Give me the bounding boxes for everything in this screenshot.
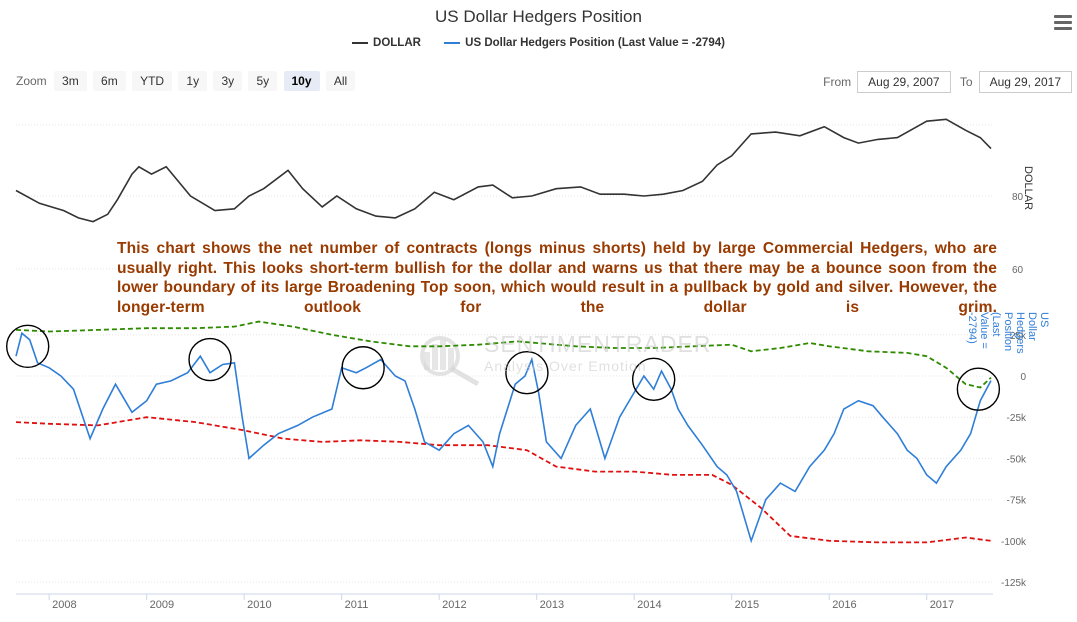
zoom-selector: Zoom 3m 6m YTD 1y 3y 5y 10y All: [16, 71, 358, 91]
zoom-button-3m[interactable]: 3m: [54, 71, 87, 91]
range-from-input[interactable]: Aug 29, 2007: [857, 71, 951, 93]
watermark-bar: [440, 340, 446, 370]
x-tick-label: 2010: [247, 599, 271, 611]
highlight-circle: [631, 357, 676, 401]
x-tick-label: 2017: [930, 599, 954, 611]
x-tick-label: 2009: [150, 599, 174, 611]
zoom-button-5y[interactable]: 5y: [248, 71, 278, 91]
dollar-line: [15, 118, 992, 223]
hedgers-y-tick-label: 0: [1020, 372, 1026, 383]
highlight-circle: [956, 367, 1001, 411]
x-tick-label: 2015: [735, 599, 759, 611]
watermark-bar: [448, 348, 454, 370]
hedgers-line: [15, 331, 992, 544]
x-tick-label: 2012: [442, 599, 466, 611]
legend: DOLLAR US Dollar Hedgers Position (Last …: [0, 37, 1077, 49]
legend-item-dollar[interactable]: DOLLAR: [352, 37, 421, 49]
watermark-subtext: Analysis Over Emotion: [484, 358, 647, 374]
hedgers-y-tick-label: -50k: [1007, 454, 1027, 465]
range-to-input[interactable]: Aug 29, 2017: [978, 71, 1072, 93]
x-tick-label: 2011: [345, 599, 369, 611]
dollar-series: [15, 118, 992, 223]
watermark-ring: [420, 336, 460, 376]
highlight-circles: [6, 324, 1001, 411]
grid-lines: [16, 124, 993, 583]
chart-title: US Dollar Hedgers Position: [435, 7, 642, 26]
highlight-circle: [341, 346, 385, 390]
lower-band-line: [15, 416, 992, 544]
x-tick-label: 2013: [540, 599, 564, 611]
x-tick-label: 2014: [637, 599, 661, 611]
band-lines: [15, 320, 992, 544]
zoom-button-3y[interactable]: 3y: [213, 71, 243, 91]
legend-label-dollar: DOLLAR: [373, 37, 421, 49]
highlight-circle: [6, 324, 50, 369]
x-tick-label: 2016: [832, 599, 856, 611]
zoom-button-ytd[interactable]: YTD: [132, 71, 173, 91]
zoom-button-6m[interactable]: 6m: [93, 71, 126, 91]
watermark-logo-icon: [420, 336, 480, 387]
range-to-label: To: [959, 75, 973, 89]
watermark-text: SENTIMENTRADER: [484, 331, 712, 357]
watermark-bar: [424, 352, 430, 370]
dollar-y-tick-label: 60: [1012, 265, 1024, 276]
zoom-label: Zoom: [16, 74, 47, 88]
highlight-circle: [505, 351, 549, 395]
x-tick-label: 2008: [52, 599, 76, 611]
watermark-bar: [432, 344, 438, 370]
hedgers-y-tick-label: -125k: [1001, 578, 1027, 589]
legend-swatch-hedgers: [444, 41, 461, 44]
legend-label-hedgers: US Dollar Hedgers Position (Last Value =…: [465, 37, 725, 49]
hedgers-y-tick-label: -25k: [1007, 413, 1027, 424]
watermark-handle: [450, 366, 480, 387]
zoom-button-1y[interactable]: 1y: [178, 71, 208, 91]
hedgers-series: [15, 331, 992, 544]
legend-swatch-dollar: [352, 41, 369, 44]
zoom-button-10y[interactable]: 10y: [283, 71, 320, 91]
hamburger-menu-icon[interactable]: [1054, 15, 1072, 30]
dollar-y-tick-label: 80: [1012, 192, 1024, 203]
zoom-button-all[interactable]: All: [325, 71, 356, 91]
upper-band-line: [15, 320, 992, 389]
axes: 2008 2009 2010 2011 2012 2013 2014 2015 2016 2017…: [16, 192, 1027, 611]
annotation-text: This chart shows the net number of contr…: [117, 240, 997, 316]
hedgers-y-tick-label: 25k: [1010, 331, 1027, 342]
date-range: From Aug 29, 2007 To Aug 29, 2017: [817, 71, 1072, 93]
hedgers-y-tick-label: -75k: [1007, 496, 1027, 507]
hedgers-y-tick-label: -100k: [1001, 537, 1027, 548]
range-from-label: From: [823, 75, 852, 89]
legend-item-hedgers[interactable]: US Dollar Hedgers Position (Last Value =…: [444, 37, 725, 49]
dollar-axis-title: DOLLAR: [1022, 166, 1034, 211]
highlight-circle: [188, 337, 232, 382]
hedgers-axis-title: US Dollar Hedgers Position (Last Value =…: [966, 312, 1050, 354]
